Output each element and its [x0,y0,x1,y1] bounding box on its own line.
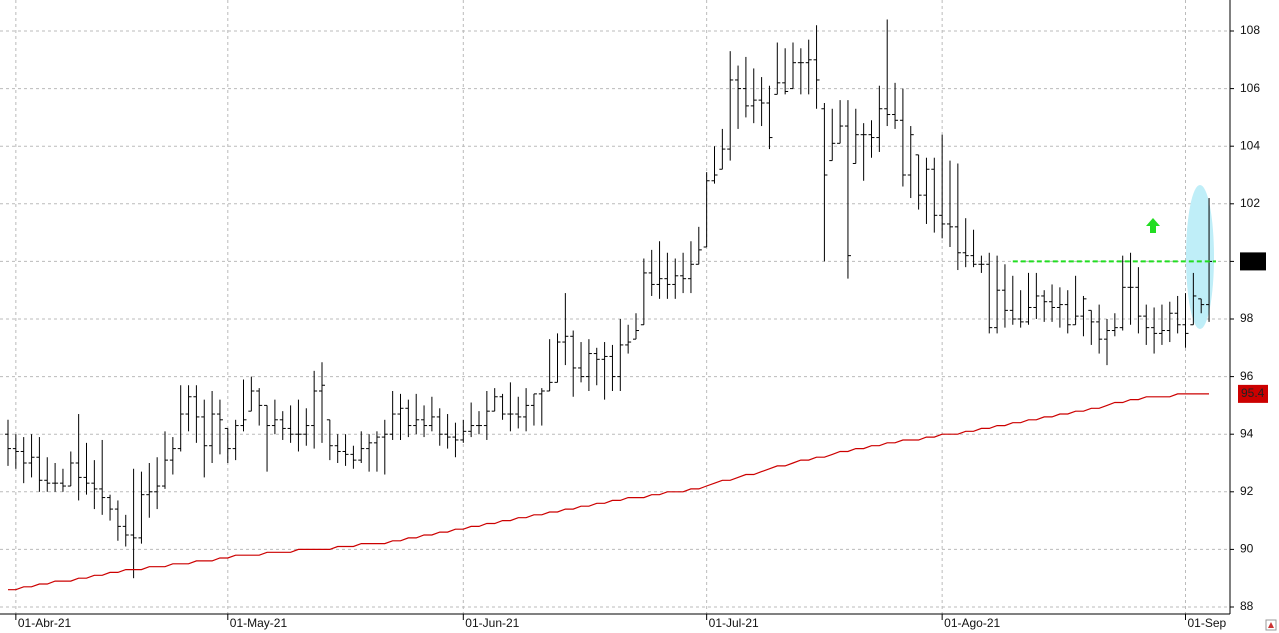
y-tick-label: 102 [1240,196,1260,210]
x-tick-label: 01-May-21 [230,616,288,630]
marks [5,19,1216,591]
x-tick-label: 01-Jul-21 [709,616,759,630]
y-tick-label: 96 [1240,369,1254,383]
ma-label: 95.4 [1241,386,1265,400]
y-tick-label: 108 [1240,23,1260,37]
x-tick-label: 01-Ago-21 [944,616,1000,630]
x-tick-label: 01-Sep [1188,616,1227,630]
x-tick-label: 01-Jun-21 [465,616,519,630]
y-tick-label: 94 [1240,426,1254,440]
corner-icon [1265,619,1277,631]
up-arrow [1146,218,1160,233]
y-tick-label: 88 [1240,599,1254,613]
y-tick-label: 104 [1240,138,1260,152]
y-tick-label: 106 [1240,81,1260,95]
x-tick-label: 01-Abr-21 [18,616,72,630]
y-tick-label: 98 [1240,311,1254,325]
y-tick-label: 92 [1240,484,1254,498]
grid [0,0,1230,614]
last-price-box [1240,252,1266,271]
highlight-ellipse [1186,185,1214,329]
moving-average [8,393,1209,591]
y-tick-label: 90 [1240,542,1254,556]
ma-label-box [1238,384,1268,403]
